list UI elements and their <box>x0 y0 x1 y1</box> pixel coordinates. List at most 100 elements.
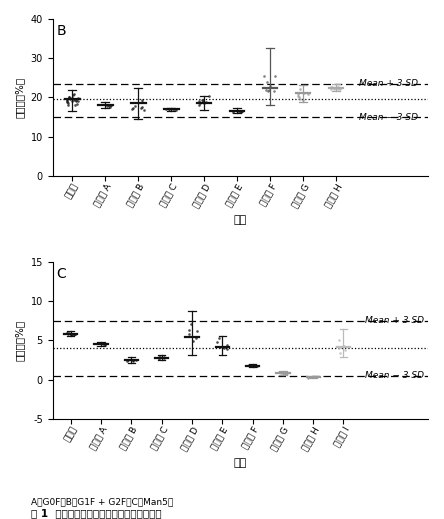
Point <box>304 89 311 98</box>
Point <box>70 96 77 104</box>
Point <box>64 99 71 107</box>
Point <box>216 343 223 351</box>
Point <box>130 104 137 112</box>
Point <box>215 334 222 342</box>
Point <box>271 87 278 95</box>
Point <box>266 86 273 94</box>
X-axis label: 类别: 类别 <box>234 458 247 468</box>
Text: 图 1  阿达木单抗参照药和候选药的糖型含量: 图 1 阿达木单抗参照药和候选药的糖型含量 <box>31 508 162 518</box>
Point <box>310 373 317 381</box>
Point <box>75 97 82 105</box>
Point <box>64 101 71 110</box>
Point <box>224 345 231 353</box>
Point <box>194 327 201 335</box>
Point <box>129 357 136 365</box>
Text: A：G0F；B：G1F + G2F；C：Man5。: A：G0F；B：G1F + G2F；C：Man5。 <box>31 497 173 506</box>
Point <box>295 93 302 101</box>
Point <box>107 101 114 109</box>
Point <box>166 105 173 113</box>
Point <box>170 105 178 114</box>
Point <box>334 85 341 93</box>
Point <box>105 102 112 110</box>
Point <box>201 99 208 107</box>
Point <box>163 105 170 113</box>
Point <box>74 100 81 108</box>
Point <box>335 336 342 344</box>
Point <box>279 369 286 377</box>
Point <box>333 84 340 92</box>
Point <box>74 93 81 102</box>
Point <box>198 96 206 104</box>
Point <box>195 97 202 105</box>
Y-axis label: 糖含量（%）: 糖含量（%） <box>15 77 25 118</box>
Point <box>160 353 167 362</box>
Point <box>63 98 71 106</box>
Point <box>309 373 316 381</box>
Point <box>253 362 260 370</box>
Point <box>68 93 75 102</box>
Point <box>107 101 115 109</box>
Point <box>69 94 76 103</box>
Point <box>63 329 71 337</box>
Point <box>263 77 270 86</box>
Point <box>305 373 312 381</box>
X-axis label: 类别: 类别 <box>234 215 247 225</box>
Text: C: C <box>56 267 66 281</box>
Point <box>311 373 318 381</box>
Point <box>71 331 79 339</box>
Point <box>278 369 285 377</box>
Point <box>307 373 314 381</box>
Point <box>267 82 274 90</box>
Point <box>68 97 75 105</box>
Point <box>247 361 254 370</box>
Point <box>71 101 78 109</box>
Point <box>238 106 245 115</box>
Point <box>297 85 304 93</box>
Point <box>214 338 221 346</box>
Point <box>65 330 72 338</box>
Point <box>337 349 344 357</box>
Point <box>71 330 78 338</box>
Point <box>161 352 168 361</box>
Point <box>63 97 71 105</box>
Point <box>305 374 312 382</box>
Point <box>305 373 312 381</box>
Text: Mean + 3 SD: Mean + 3 SD <box>365 317 424 325</box>
Point <box>330 85 337 93</box>
Point <box>129 105 136 113</box>
Point <box>107 102 114 111</box>
Point <box>329 83 336 91</box>
Point <box>102 340 109 349</box>
Point <box>294 90 301 99</box>
Point <box>72 95 79 104</box>
Point <box>103 102 110 111</box>
Point <box>301 89 308 97</box>
Point <box>63 329 70 337</box>
Point <box>139 98 146 106</box>
Point <box>239 107 246 116</box>
Point <box>141 106 148 114</box>
Point <box>65 93 72 101</box>
Point <box>196 99 203 107</box>
Point <box>137 104 144 113</box>
Point <box>67 330 75 338</box>
Point <box>340 342 347 350</box>
Point <box>186 326 193 335</box>
Point <box>220 344 227 352</box>
Point <box>172 106 179 114</box>
Point <box>281 370 289 378</box>
Text: Mean − 3 SD: Mean − 3 SD <box>359 113 418 121</box>
Point <box>300 95 307 104</box>
Point <box>337 85 344 93</box>
Point <box>131 102 138 110</box>
Point <box>187 320 194 329</box>
Point <box>67 94 74 103</box>
Point <box>254 362 261 370</box>
Point <box>129 356 136 364</box>
Point <box>235 107 242 116</box>
Point <box>206 92 213 100</box>
Point <box>69 331 76 339</box>
Point <box>294 92 301 101</box>
Point <box>237 107 244 115</box>
Point <box>139 103 146 111</box>
